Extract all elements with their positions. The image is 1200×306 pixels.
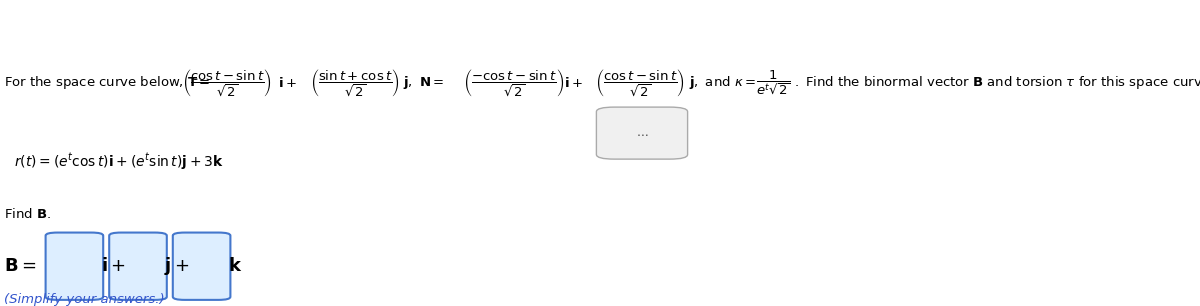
Text: $\dfrac{1}{e^{t}\sqrt{2}}$: $\dfrac{1}{e^{t}\sqrt{2}}$ <box>756 69 791 97</box>
Text: $\mathbf{k}$: $\mathbf{k}$ <box>228 257 242 275</box>
FancyBboxPatch shape <box>109 233 167 300</box>
Text: $\left(\dfrac{-\cos t-\sin t}{\sqrt{2}}\right)$: $\left(\dfrac{-\cos t-\sin t}{\sqrt{2}}\… <box>463 67 564 98</box>
Text: $\mathbf{j},\ \mathbf{N}=$: $\mathbf{j},\ \mathbf{N}=$ <box>403 74 444 91</box>
Text: $r(t)=(e^{t}\cos t)\mathbf{i}+\left(e^{t}\sin t\right)\mathbf{j}+3\mathbf{k}$: $r(t)=(e^{t}\cos t)\mathbf{i}+\left(e^{t… <box>14 152 224 173</box>
Text: $\mathbf{i}+$: $\mathbf{i}+$ <box>564 76 583 90</box>
FancyBboxPatch shape <box>173 233 230 300</box>
Text: $\left(\dfrac{\sin t+\cos t}{\sqrt{2}}\right)$: $\left(\dfrac{\sin t+\cos t}{\sqrt{2}}\r… <box>310 67 400 98</box>
FancyBboxPatch shape <box>596 107 688 159</box>
Text: $\mathbf{i}+$: $\mathbf{i}+$ <box>278 76 298 90</box>
Text: $\left(\dfrac{\cos t-\sin t}{\sqrt{2}}\right)$: $\left(\dfrac{\cos t-\sin t}{\sqrt{2}}\r… <box>595 67 685 98</box>
Text: Find $\mathbf{B}.$: Find $\mathbf{B}.$ <box>4 207 50 221</box>
Text: $\cdots$: $\cdots$ <box>636 127 648 140</box>
Text: $.$ Find the binormal vector $\mathbf{B}$ and torsion $\tau$ for this space curv: $.$ Find the binormal vector $\mathbf{B}… <box>794 74 1200 91</box>
Text: $\mathbf{j},$ and $\kappa=$: $\mathbf{j},$ and $\kappa=$ <box>689 74 756 91</box>
FancyBboxPatch shape <box>46 233 103 300</box>
Text: $\left(\dfrac{\cos t-\sin t}{\sqrt{2}}\right)$: $\left(\dfrac{\cos t-\sin t}{\sqrt{2}}\r… <box>182 67 272 98</box>
Text: $\mathbf{B}=$: $\mathbf{B}=$ <box>4 257 36 275</box>
Text: $\mathbf{i}+$: $\mathbf{i}+$ <box>101 257 126 275</box>
Text: (Simplify your answers.): (Simplify your answers.) <box>4 293 164 306</box>
Text: $\mathbf{j}+$: $\mathbf{j}+$ <box>164 255 190 277</box>
Text: For the space curve below, $\mathbf{T}=$: For the space curve below, $\mathbf{T}=$ <box>4 74 210 91</box>
